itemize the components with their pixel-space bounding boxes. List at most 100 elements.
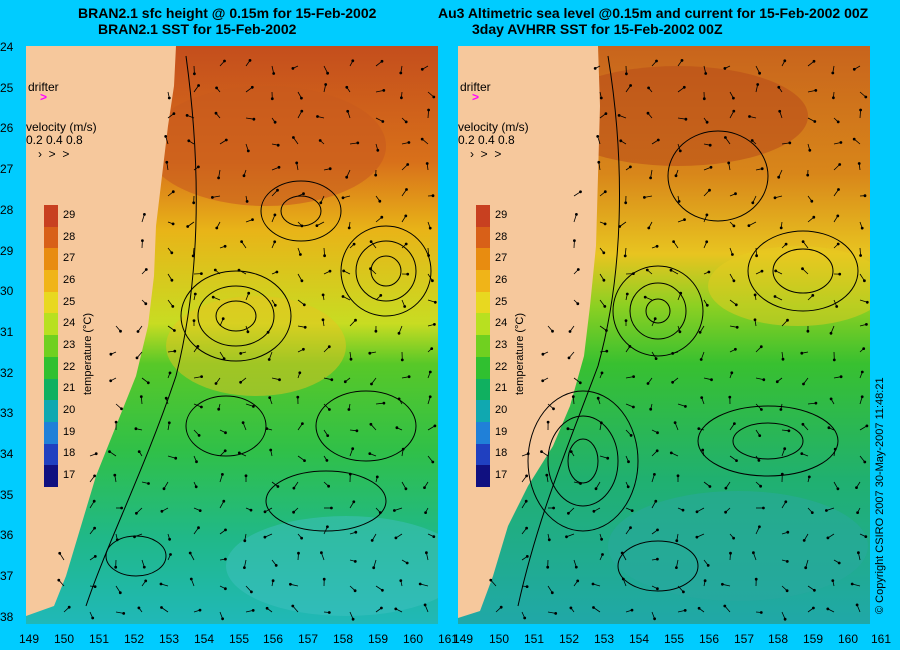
current-vector-head	[343, 380, 347, 384]
colorbar-swatch	[44, 205, 58, 227]
current-vector-head	[523, 616, 527, 620]
current-vector-head	[865, 424, 869, 428]
current-vector-head	[374, 173, 378, 177]
current-vector-head	[669, 451, 673, 455]
current-vector-head	[291, 136, 295, 139]
current-vector-head	[804, 566, 808, 570]
current-vector-head	[354, 318, 357, 322]
current-vector-head	[269, 448, 273, 452]
current-vector-head	[196, 344, 200, 348]
left-sst-map	[26, 46, 438, 624]
left-title-line2: BRAN2.1 SST for 15-Feb-2002	[98, 21, 297, 37]
current-vector-head	[432, 322, 436, 326]
current-vector-head	[404, 214, 408, 218]
current-vector-head	[298, 371, 302, 375]
current-vector-head	[618, 225, 622, 228]
current-vector-head	[345, 85, 349, 89]
current-vector-head	[681, 508, 685, 512]
current-vector-head	[624, 72, 628, 76]
colorbar-swatch	[476, 356, 490, 379]
current-vector-head	[171, 304, 175, 308]
current-vector-head	[656, 431, 659, 435]
current-vector-head	[801, 267, 804, 271]
current-vector-head	[170, 251, 174, 255]
current-vector-head	[135, 511, 138, 515]
current-vector-head	[600, 371, 604, 375]
current-vector-head	[109, 352, 113, 356]
colorbar-tick-label: 20	[63, 404, 76, 417]
colorbar-swatch	[476, 205, 490, 227]
current-vector-head	[747, 224, 751, 228]
longitude-label: 153	[593, 632, 615, 646]
current-vector-head	[197, 433, 201, 437]
current-vector-head	[837, 188, 840, 191]
current-vector-head	[245, 199, 249, 203]
velocity-arrows-left: › > >	[38, 147, 70, 161]
current-vector-head	[755, 254, 759, 258]
current-vector-head	[428, 226, 432, 230]
current-vector-head	[624, 201, 628, 205]
current-vector-head	[250, 85, 254, 89]
current-vector-head	[394, 536, 398, 540]
current-vector-head	[195, 460, 198, 464]
current-vector-head	[326, 71, 330, 75]
current-vector-head	[378, 511, 382, 515]
longitude-label: 152	[123, 632, 145, 646]
right-map-panel[interactable]	[458, 46, 870, 624]
current-vector-head	[67, 605, 71, 609]
current-vector-head	[323, 254, 327, 258]
current-vector-head	[547, 538, 551, 542]
current-vector-head	[273, 303, 277, 307]
current-vector-head	[137, 606, 141, 610]
current-vector-head	[811, 293, 815, 297]
current-vector-head	[674, 566, 678, 569]
current-vector-head	[303, 459, 306, 463]
current-vector-head	[653, 317, 657, 321]
current-vector-head	[351, 617, 355, 621]
current-vector-head	[144, 579, 148, 583]
current-vector-head	[709, 165, 713, 169]
left-map-panel[interactable]	[26, 46, 438, 624]
colorbar-swatch	[476, 378, 490, 401]
current-vector-head	[748, 115, 751, 118]
current-vector-head	[647, 226, 651, 230]
longitude-label: 151	[88, 632, 110, 646]
current-vector-head	[800, 351, 804, 355]
current-vector-head	[324, 83, 328, 86]
current-vector-head	[864, 322, 868, 326]
current-vector-head	[376, 148, 380, 152]
current-vector-head	[136, 330, 140, 333]
current-vector-head	[115, 538, 119, 542]
current-vector-head	[526, 452, 530, 456]
current-vector-head	[831, 96, 835, 100]
current-vector-head	[199, 272, 203, 276]
current-vector-head	[58, 551, 62, 555]
current-vector-head	[593, 66, 597, 70]
colorbar-swatch	[44, 356, 58, 379]
current-vector-head	[753, 293, 757, 297]
current-vector-head	[605, 349, 609, 353]
colorbar-swatch	[476, 226, 490, 249]
current-vector-head	[554, 612, 558, 615]
current-vector-head	[351, 59, 355, 63]
longitude-label: 154	[193, 632, 215, 646]
coastline-land	[26, 46, 176, 616]
current-vector-head	[199, 405, 203, 409]
current-vector-head	[575, 212, 578, 216]
current-vector-head	[684, 117, 688, 121]
current-vector-head	[753, 318, 757, 322]
current-vector-head	[679, 291, 683, 295]
current-vector-head	[733, 347, 737, 351]
current-vector-head	[832, 358, 836, 362]
current-vector-head	[319, 551, 323, 555]
current-vector-head	[785, 560, 789, 563]
current-vector-head	[810, 199, 814, 203]
current-vector-head	[579, 482, 582, 485]
current-vector-head	[645, 268, 649, 272]
current-vector-head	[649, 407, 653, 411]
colorbar-tick-label: 25	[63, 295, 76, 308]
current-vector-head	[141, 239, 144, 243]
current-vector-head	[656, 138, 660, 142]
current-vector-head	[220, 472, 224, 476]
current-vector-head	[423, 486, 426, 490]
